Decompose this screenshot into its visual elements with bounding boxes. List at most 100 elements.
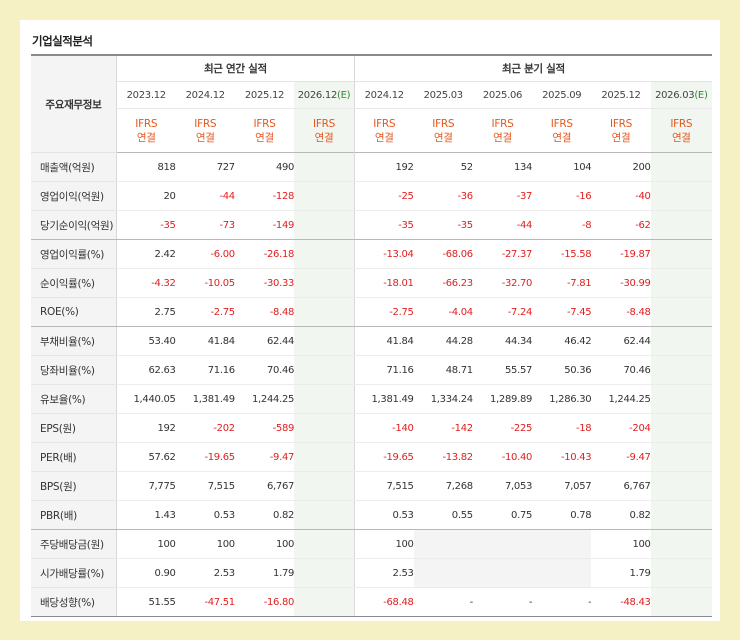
quarter-period-header: 2025.09 [532, 81, 592, 109]
accounting-standard-header: IFRS 연결 [176, 109, 235, 153]
accounting-standard-header: IFRS 연결 [294, 108, 355, 153]
annual-value-cell: -4.32 [115, 268, 176, 298]
table-row: 당좌비율(%) 62.63 71.16 70.46 71.16 48.71 55.57 50.… [31, 355, 712, 385]
quarter-value-cell: - [532, 587, 592, 617]
quarter-value-cell: 7,053 [472, 471, 533, 501]
quarter-value-cell: 6,767 [591, 471, 651, 501]
quarter-value-cell: 1,334.24 [413, 384, 473, 414]
table-row: 부채비율(%) 53.40 41.84 62.44 41.84 44.28 44.34 46.… [31, 326, 712, 356]
quarter-value-cell: 44.28 [413, 326, 473, 356]
metric-label: ROE(%) [31, 297, 117, 327]
metric-label: 주당배당금(원) [31, 529, 117, 559]
quarter-value-cell: -13.04 [353, 239, 414, 269]
accounting-standard-header: IFRS 연결 [235, 109, 294, 153]
quarter-value-cell: -37 [472, 181, 533, 211]
table-row: 매출액(억원) 818 727 490 192 52 134 104 200 [31, 152, 712, 182]
annual-value-cell: 53.40 [115, 326, 176, 356]
quarter-value-cell [650, 442, 712, 472]
quarter-period-header: 2025.06 [472, 81, 533, 109]
quarter-value-cell [650, 384, 712, 414]
accounting-standard-header: IFRS 연결 [115, 108, 176, 153]
financial-table: 주요재무정보 최근 연간 실적 최근 분기 실적 2023.12 2024.12 2… [31, 54, 712, 617]
section-title: 기업실적분석 [32, 34, 93, 48]
quarter-value-cell: -44 [472, 210, 533, 240]
quarter-value-cell [650, 471, 712, 501]
annual-value-cell: -19.65 [175, 442, 235, 472]
quarter-value-cell: -32.70 [472, 268, 533, 298]
annual-value-cell: 818 [115, 152, 176, 182]
annual-value-cell: 100 [175, 529, 235, 559]
accounting-standard-header: IFRS 연결 [532, 109, 591, 153]
quarter-value-cell: - [413, 587, 473, 617]
quarter-value-cell [650, 268, 712, 298]
quarter-value-cell [650, 413, 712, 443]
metric-label: 매출액(억원) [31, 152, 117, 182]
quarter-value-cell [650, 181, 712, 211]
metric-label: 유보율(%) [31, 384, 117, 414]
annual-value-cell: 1,381.49 [175, 384, 235, 414]
annual-value-cell [294, 326, 355, 356]
annual-value-cell: 1,244.25 [234, 384, 295, 414]
annual-value-cell: -47.51 [175, 587, 235, 617]
table-row: ROE(%) 2.75 -2.75 -8.48 -2.75 -4.04 -7.24 -7.45… [31, 297, 712, 327]
quarter-value-cell: 100 [591, 529, 651, 559]
annual-value-cell: 62.63 [115, 355, 176, 385]
accounting-standard-header: IFRS 연결 [650, 108, 712, 153]
annual-value-cell: -202 [175, 413, 235, 443]
annual-value-cell: -2.75 [175, 297, 235, 327]
period-label: 2026.03 [655, 89, 695, 101]
annual-period-header: 2025.12 [234, 81, 295, 109]
annual-value-cell: 1.79 [234, 558, 295, 588]
quarter-value-cell [650, 355, 712, 385]
annual-value-cell: 2.42 [115, 239, 176, 269]
metric-label: 영업이익(억원) [31, 181, 117, 211]
quarter-value-cell: 48.71 [413, 355, 473, 385]
annual-value-cell: -35 [115, 210, 176, 240]
annual-group-header: 최근 연간 실적 [115, 54, 355, 82]
annual-value-cell: 62.44 [234, 326, 295, 356]
quarter-group-header: 최근 분기 실적 [353, 54, 712, 82]
annual-value-cell: 192 [115, 413, 176, 443]
quarter-value-cell: 0.75 [472, 500, 533, 530]
annual-value-cell: -44 [175, 181, 235, 211]
quarter-value-cell: -68.48 [353, 587, 414, 617]
annual-value-cell: -9.47 [234, 442, 295, 472]
quarter-value-cell [532, 558, 592, 588]
consolidated-label: 연결 [255, 131, 274, 144]
quarter-value-cell: -66.23 [413, 268, 473, 298]
metric-label: 당좌비율(%) [31, 355, 117, 385]
quarter-value-cell [413, 529, 473, 559]
quarter-value-cell [472, 558, 533, 588]
accounting-standard-header: IFRS 연결 [353, 108, 414, 153]
quarter-value-cell [650, 239, 712, 269]
annual-value-cell: 0.82 [234, 500, 295, 530]
quarter-value-cell [650, 152, 712, 182]
quarter-value-cell: 0.55 [413, 500, 473, 530]
annual-value-cell [294, 587, 355, 617]
quarter-value-cell: -15.58 [532, 239, 592, 269]
quarter-value-cell: 1.79 [591, 558, 651, 588]
period-label: 2026.12 [297, 89, 338, 101]
quarter-value-cell: -48.43 [591, 587, 651, 617]
quarter-value-cell [650, 210, 712, 240]
quarter-value-cell: 0.78 [532, 500, 592, 530]
quarter-value-cell: 2.53 [353, 558, 414, 588]
metric-label: 배당성향(%) [31, 587, 117, 617]
quarter-value-cell [650, 587, 712, 617]
table-row: 당기순이익(억원) -35 -73 -149 -35 -35 -44 -8 -62 [31, 210, 712, 240]
annual-period-header: 2024.12 [175, 81, 235, 109]
quarter-value-cell [413, 558, 473, 588]
metric-label: 당기순이익(억원) [31, 210, 117, 240]
quarter-value-cell: 0.53 [353, 500, 414, 530]
quarter-value-cell [650, 500, 712, 530]
quarter-value-cell [532, 529, 592, 559]
quarter-value-cell: - [472, 587, 533, 617]
annual-value-cell [294, 355, 355, 385]
ifrs-label: IFRS [313, 117, 335, 130]
quarter-value-cell: -13.82 [413, 442, 473, 472]
ifrs-label: IFRS [135, 117, 158, 130]
ifrs-label: IFRS [432, 117, 455, 130]
table-row: BPS(원) 7,775 7,515 6,767 7,515 7,268 7,053 7,05… [31, 471, 712, 501]
metric-label: 시가배당률(%) [31, 558, 117, 588]
metric-label: 순이익률(%) [31, 268, 117, 298]
